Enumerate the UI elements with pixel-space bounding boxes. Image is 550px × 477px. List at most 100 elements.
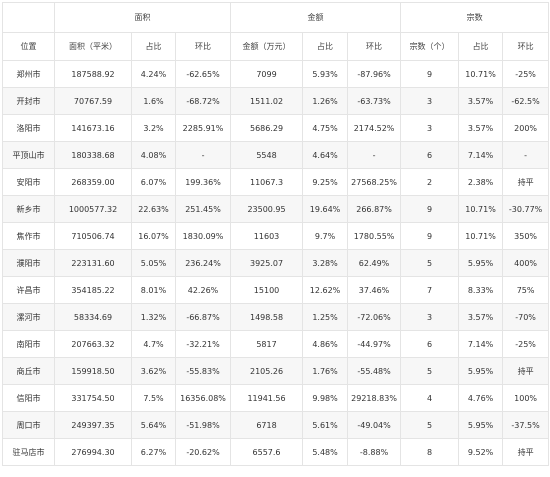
- cell-count-share: 10.71%: [458, 222, 504, 250]
- cell-area: 58334.69: [54, 303, 132, 331]
- cell-area-change: -68.72%: [174, 87, 232, 115]
- cell-count: 3: [400, 87, 460, 115]
- col-header-location: 位置: [2, 32, 55, 61]
- cell-area-change: 2285.91%: [174, 114, 232, 142]
- cell-count: 5: [400, 411, 460, 439]
- col-header-count-change: 环比: [502, 32, 550, 61]
- cell-amount: 6557.6: [230, 438, 304, 466]
- cell-count: 7: [400, 276, 460, 304]
- cell-count-share: 4.76%: [458, 384, 504, 412]
- cell-count: 5: [400, 249, 460, 277]
- cell-area-share: 4.08%: [131, 141, 176, 169]
- cell-amount-share: 9.25%: [302, 168, 349, 196]
- cell-area-share: 1.32%: [131, 303, 176, 331]
- cell-amount-share: 4.75%: [302, 114, 349, 142]
- col-header-count-share: 占比: [458, 32, 504, 61]
- col-header-amount-change: 环比: [347, 32, 402, 61]
- cell-count-change: -25%: [502, 330, 550, 358]
- cell-count-change: -62.5%: [502, 87, 550, 115]
- cell-area: 159918.50: [54, 357, 132, 385]
- cell-count: 6: [400, 141, 460, 169]
- cell-area-share: 3.62%: [131, 357, 176, 385]
- cell-count-share: 5.95%: [458, 249, 504, 277]
- cell-location: 开封市: [2, 87, 55, 115]
- column-header-row: 位置 面积（平米） 占比 环比 金额（万元） 占比 环比 宗数（个） 占比 环比: [2, 32, 550, 61]
- cell-area-change: -51.98%: [174, 411, 232, 439]
- table-row: 郑州市 187588.92 4.24% -62.65% 7099 5.93% -87.96%…: [2, 60, 550, 88]
- cell-location: 郑州市: [2, 60, 55, 88]
- cell-amount: 1498.58: [230, 303, 304, 331]
- cell-area: 249397.35: [54, 411, 132, 439]
- cell-area: 331754.50: [54, 384, 132, 412]
- table-body: 郑州市 187588.92 4.24% -62.65% 7099 5.93% -87.96%…: [2, 60, 550, 466]
- cell-amount-share: 4.64%: [302, 141, 349, 169]
- cell-amount-change: 266.87%: [347, 195, 402, 223]
- cell-amount-share: 1.76%: [302, 357, 349, 385]
- cell-count: 2: [400, 168, 460, 196]
- cell-amount-share: 5.48%: [302, 438, 349, 466]
- cell-count-share: 7.14%: [458, 141, 504, 169]
- cell-area: 1000577.32: [54, 195, 132, 223]
- cell-count: 6: [400, 330, 460, 358]
- cell-count-change: 持平: [502, 168, 550, 196]
- cell-count-share: 7.14%: [458, 330, 504, 358]
- cell-count-share: 3.57%: [458, 87, 504, 115]
- cell-area-share: 5.05%: [131, 249, 176, 277]
- cell-count-change: -25%: [502, 60, 550, 88]
- cell-amount-change: 27568.25%: [347, 168, 402, 196]
- cell-count-change: -: [502, 141, 550, 169]
- cell-area-share: 6.07%: [131, 168, 176, 196]
- cell-count: 4: [400, 384, 460, 412]
- cell-area: 207663.32: [54, 330, 132, 358]
- cell-count-share: 5.95%: [458, 357, 504, 385]
- cell-amount: 1511.02: [230, 87, 304, 115]
- cell-amount-change: 1780.55%: [347, 222, 402, 250]
- cell-location: 安阳市: [2, 168, 55, 196]
- cell-amount: 5548: [230, 141, 304, 169]
- cell-amount: 6718: [230, 411, 304, 439]
- table-row: 许昌市 354185.22 8.01% 42.26% 15100 12.62% 37.46%…: [2, 276, 550, 304]
- cell-area: 187588.92: [54, 60, 132, 88]
- cell-area-share: 4.24%: [131, 60, 176, 88]
- cell-area-change: 199.36%: [174, 168, 232, 196]
- cell-area-change: 42.26%: [174, 276, 232, 304]
- cell-amount-share: 9.7%: [302, 222, 349, 250]
- cell-area-share: 8.01%: [131, 276, 176, 304]
- cell-area: 141673.16: [54, 114, 132, 142]
- table-row: 驻马店市 276994.30 6.27% -20.62% 6557.6 5.48% -8.8…: [2, 438, 550, 466]
- table-row: 新乡市 1000577.32 22.63% 251.45% 23500.95 19.64%…: [2, 195, 550, 223]
- cell-amount-change: 62.49%: [347, 249, 402, 277]
- group-header-amount: 金额: [230, 2, 402, 33]
- cell-amount-change: -87.96%: [347, 60, 402, 88]
- cell-location: 新乡市: [2, 195, 55, 223]
- cell-amount-share: 19.64%: [302, 195, 349, 223]
- cell-count-share: 5.95%: [458, 411, 504, 439]
- cell-area: 268359.00: [54, 168, 132, 196]
- cell-location: 平顶山市: [2, 141, 55, 169]
- cell-area-change: -: [174, 141, 232, 169]
- cell-count: 9: [400, 195, 460, 223]
- cell-area: 354185.22: [54, 276, 132, 304]
- cell-amount: 11603: [230, 222, 304, 250]
- col-header-amount-share: 占比: [302, 32, 349, 61]
- cell-count-change: 持平: [502, 438, 550, 466]
- cell-area: 180338.68: [54, 141, 132, 169]
- cell-area: 223131.60: [54, 249, 132, 277]
- cell-area-change: -66.87%: [174, 303, 232, 331]
- table-row: 信阳市 331754.50 7.5% 16356.08% 11941.56 9.98% 29…: [2, 384, 550, 412]
- cell-count: 8: [400, 438, 460, 466]
- table-row: 开封市 70767.59 1.6% -68.72% 1511.02 1.26% -63.73…: [2, 87, 550, 115]
- table-row: 南阳市 207663.32 4.7% -32.21% 5817 4.86% -44.97% 6…: [2, 330, 550, 358]
- group-header-area: 面积: [53, 2, 232, 33]
- table-row: 商丘市 159918.50 3.62% -55.83% 2105.26 1.76% -55.…: [2, 357, 550, 385]
- cell-location: 商丘市: [2, 357, 55, 385]
- cell-count: 9: [400, 222, 460, 250]
- cell-area-change: -55.83%: [174, 357, 232, 385]
- cell-amount-change: -55.48%: [347, 357, 402, 385]
- cell-amount-share: 3.28%: [302, 249, 349, 277]
- cell-amount-change: 2174.52%: [347, 114, 402, 142]
- cell-amount: 11941.56: [230, 384, 304, 412]
- cell-count-change: 350%: [502, 222, 550, 250]
- cell-count-change: -70%: [502, 303, 550, 331]
- cell-amount: 2105.26: [230, 357, 304, 385]
